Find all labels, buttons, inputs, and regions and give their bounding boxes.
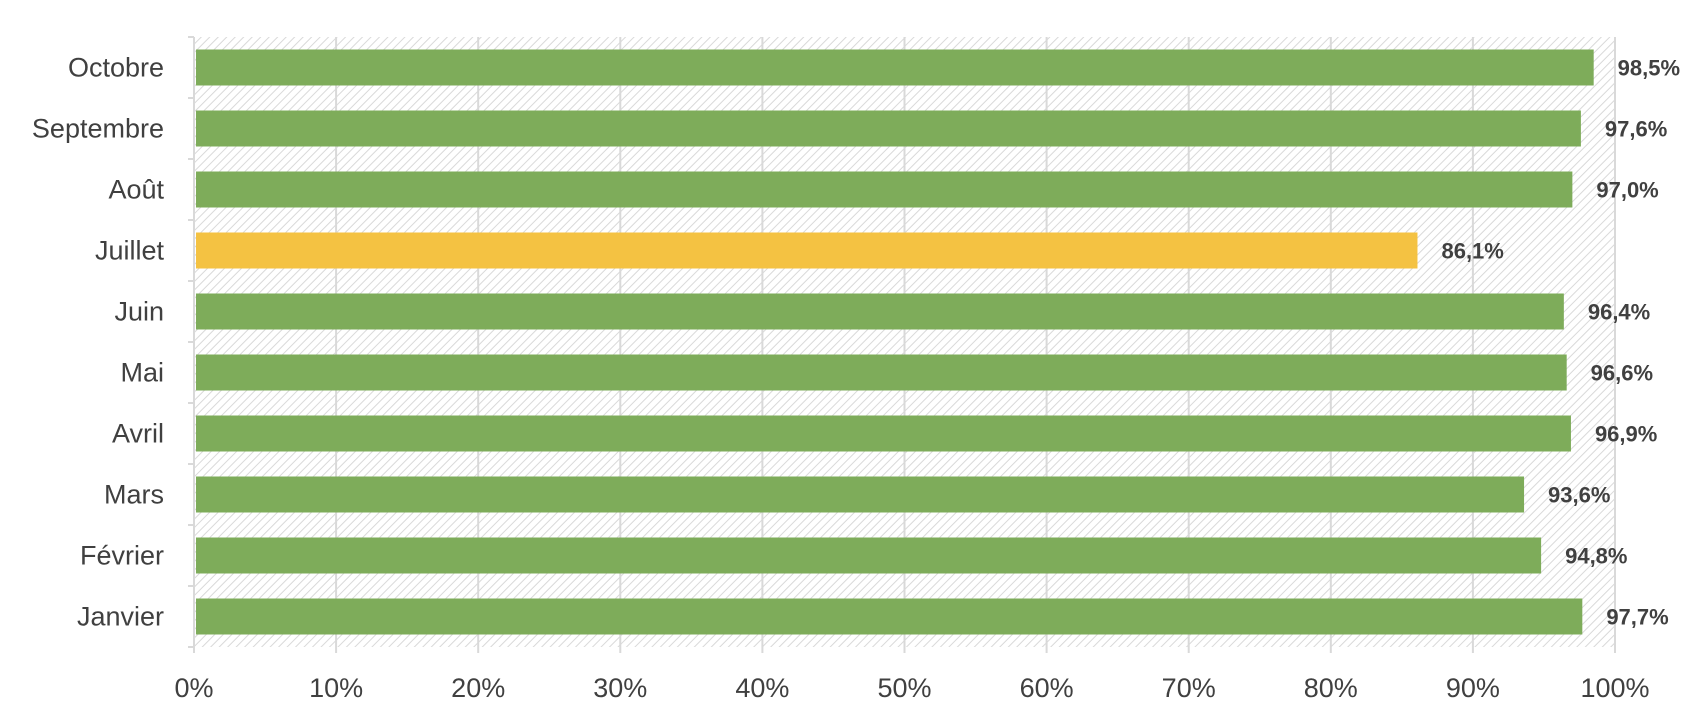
x-tick-label: 90% <box>1446 673 1500 703</box>
data-label: 97,7% <box>1606 605 1668 630</box>
category-label: Mai <box>120 358 164 388</box>
bar <box>196 49 1594 86</box>
bar <box>196 476 1525 513</box>
data-label: 96,9% <box>1595 422 1657 447</box>
data-label: 94,8% <box>1565 544 1627 569</box>
bar <box>196 171 1573 208</box>
category-labels: Janvier Février Mars Avril Mai Juin Juillet Aoû… <box>32 53 165 632</box>
data-label: 97,6% <box>1605 117 1667 142</box>
x-tick-label: 0% <box>174 673 213 703</box>
x-tick-label: 50% <box>877 673 931 703</box>
data-labels: 97,7% 94,8% 93,6% 96,9% 96,6% 96,4% 86,1% 97,0%… <box>1441 56 1680 630</box>
x-tick-label: 70% <box>1162 673 1216 703</box>
data-label: 96,4% <box>1588 300 1650 325</box>
category-label: Juillet <box>95 236 165 266</box>
x-tick-label: 20% <box>451 673 505 703</box>
category-label: Octobre <box>68 53 164 83</box>
category-label: Mars <box>104 480 164 510</box>
x-tick-label: 80% <box>1304 673 1358 703</box>
category-label: Juin <box>114 297 164 327</box>
x-tick-label: 30% <box>593 673 647 703</box>
data-label: 86,1% <box>1441 239 1503 264</box>
category-label: Janvier <box>77 602 164 632</box>
bar <box>196 293 1564 330</box>
data-label: 96,6% <box>1591 361 1653 386</box>
data-label: 98,5% <box>1618 56 1680 81</box>
bar <box>196 232 1418 269</box>
x-tick-label: 60% <box>1020 673 1074 703</box>
bar <box>196 354 1567 391</box>
category-label: Septembre <box>32 114 164 144</box>
category-label: Avril <box>112 419 164 449</box>
bar <box>196 537 1542 574</box>
bars <box>196 49 1594 635</box>
bar <box>196 110 1581 147</box>
data-label: 97,0% <box>1596 178 1658 203</box>
x-tick-labels: 0% 10% 20% 30% 40% 50% 60% 70% 80% 90% 100% <box>174 673 1649 703</box>
category-label: Février <box>80 541 164 571</box>
bar <box>196 415 1571 452</box>
x-tick-label: 40% <box>735 673 789 703</box>
x-tick-label: 10% <box>309 673 363 703</box>
data-label: 93,6% <box>1548 483 1610 508</box>
bar <box>196 598 1583 635</box>
x-tick-label: 100% <box>1580 673 1649 703</box>
category-label: Août <box>108 175 164 205</box>
